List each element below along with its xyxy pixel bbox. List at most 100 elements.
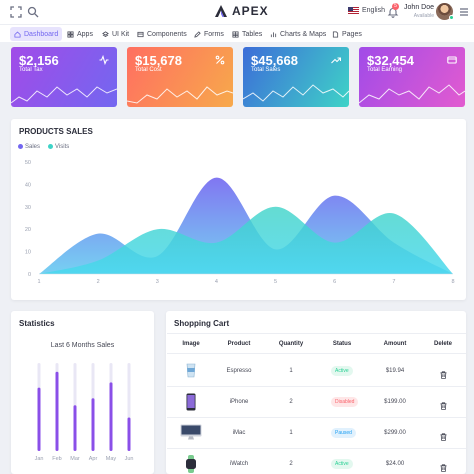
column-header: Status — [332, 341, 352, 347]
x-tick-label: 4 — [215, 279, 218, 285]
top-bar: APEX English 5 John Doe Available — [0, 0, 474, 24]
grid-icon — [67, 30, 74, 38]
table-icon — [232, 30, 239, 38]
status-badge: Disabled — [331, 397, 359, 407]
watch-icon — [180, 455, 202, 473]
x-tick-label: Feb — [52, 456, 61, 462]
fullscreen-icon[interactable] — [9, 5, 23, 19]
x-tick-label: Jan — [35, 456, 44, 462]
x-tick-label: 2 — [97, 279, 100, 285]
amount-value: $199.00 — [384, 399, 406, 405]
nav-label: Charts & Maps — [280, 30, 327, 38]
credit-card-icon — [447, 56, 457, 64]
language-label: English — [362, 7, 385, 14]
row-divider — [167, 417, 466, 418]
stat-sparkline — [127, 86, 233, 104]
product-name: Espresso — [226, 368, 252, 374]
column-header: Product — [227, 341, 251, 347]
bar-feb[interactable] — [55, 371, 59, 451]
product-name: iPhone — [229, 399, 249, 405]
product-name: iMac — [232, 430, 246, 436]
legend-item-visits[interactable]: Visits — [48, 144, 69, 150]
legend-label: Visits — [55, 144, 70, 151]
trash-icon[interactable] — [440, 428, 447, 441]
nav-forms[interactable]: Forms — [190, 27, 228, 41]
bar-chart-icon — [270, 31, 277, 37]
area-series-visits[interactable] — [39, 206, 453, 274]
nav-charts-maps[interactable]: Charts & Maps — [266, 27, 330, 41]
table-row: iPhone 2 $199.00 Disabled — [167, 386, 466, 417]
y-tick-label: 20 — [25, 227, 31, 233]
x-tick-label: Jun — [125, 456, 134, 462]
quantity-value: 1 — [289, 430, 293, 436]
stat-label: Total Cost — [135, 67, 162, 73]
y-tick-label: 30 — [25, 205, 31, 211]
nav-label: Forms — [204, 30, 224, 38]
bar-may[interactable] — [109, 382, 113, 451]
nav-apps[interactable]: Apps — [63, 27, 97, 41]
table-header: Image Product Quantity Status Amount Del… — [167, 333, 466, 354]
chart-legend: Sales Visits — [18, 144, 69, 150]
x-tick-label: Apr — [89, 456, 98, 462]
trash-icon[interactable] — [440, 397, 447, 410]
nav-ui-kit[interactable]: UI Kit — [98, 27, 133, 41]
percent-icon — [215, 55, 225, 65]
x-tick-label: 6 — [333, 279, 336, 285]
stat-value: $45,668 — [251, 53, 298, 68]
language-selector[interactable]: English — [348, 7, 385, 14]
nav-label: Dashboard — [24, 30, 59, 38]
online-status-dot — [449, 15, 454, 20]
amount-value: $299.00 — [384, 430, 406, 436]
nav-components[interactable]: Components — [133, 27, 191, 41]
stat-sparkline — [359, 84, 465, 104]
search-icon[interactable] — [26, 5, 40, 19]
quantity-value: 2 — [289, 461, 293, 467]
bar-mar[interactable] — [73, 405, 77, 451]
legend-item-sales[interactable]: Sales — [18, 144, 40, 150]
stat-sparkline — [243, 84, 349, 102]
status-badge: Paused — [331, 428, 356, 438]
stat-card-total-earning: $32,454 Total Earning — [359, 47, 465, 107]
shopping-cart-panel: Shopping Cart — [166, 311, 466, 474]
phone-icon — [180, 393, 202, 411]
stat-card-total-sales: $45,668 Total Sales — [243, 47, 349, 107]
column-header: Quantity — [278, 341, 304, 347]
stat-card-total-tax: $2,156 Total Tax — [11, 47, 117, 107]
column-header: Amount — [383, 341, 407, 347]
x-tick-label: 5 — [274, 279, 277, 285]
statistics-bar-chart: Jan Feb Mar Apr May Jun — [35, 363, 134, 462]
nav-dashboard[interactable]: Dashboard — [10, 27, 63, 41]
menu-icon[interactable] — [457, 5, 471, 19]
nav-label: Pages — [342, 30, 362, 38]
avatar[interactable] — [436, 3, 453, 20]
y-tick-label: 40 — [25, 182, 31, 188]
table-row: iWatch 2 $24.00 Active — [167, 448, 466, 474]
table-row: Espresso 1 $19.94 Active — [167, 355, 466, 386]
cup-icon — [180, 362, 202, 380]
row-divider — [167, 386, 466, 387]
nav-pages[interactable]: Pages — [328, 27, 366, 41]
stat-label: Total Tax — [19, 67, 43, 73]
notification-badge: 5 — [392, 3, 399, 10]
nav-label: Apps — [77, 30, 93, 38]
bar-jun[interactable] — [127, 417, 131, 451]
brand[interactable]: APEX — [214, 4, 269, 18]
quantity-value: 1 — [289, 368, 293, 374]
trash-icon[interactable] — [440, 366, 447, 379]
bar-apr[interactable] — [91, 398, 95, 451]
trash-icon[interactable] — [440, 459, 447, 472]
products-sales-chart: 0 10 20 30 40 50 1 2 3 4 5 6 7 8 — [25, 160, 455, 285]
x-tick-label: 3 — [156, 279, 159, 285]
table-row: iMac 1 $299.00 Paused — [167, 417, 466, 448]
panel-title: Statistics — [19, 319, 55, 328]
apex-logo-icon — [215, 5, 227, 17]
stat-label: Total Sales — [251, 67, 281, 73]
y-tick-label: 0 — [28, 272, 31, 278]
quantity-value: 2 — [289, 399, 293, 405]
nav-tables[interactable]: Tables — [228, 27, 266, 41]
status-badge: Active — [331, 459, 353, 469]
legend-dot — [18, 144, 23, 149]
amount-value: $19.94 — [385, 368, 405, 374]
file-icon — [332, 30, 339, 38]
bar-jan[interactable] — [37, 387, 41, 451]
